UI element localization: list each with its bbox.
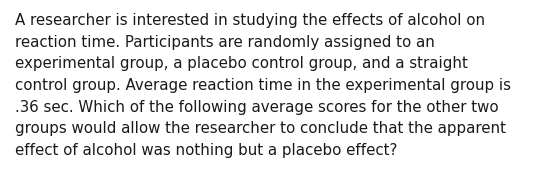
Text: A researcher is interested in studying the effects of alcohol on
reaction time. : A researcher is interested in studying t… — [15, 13, 511, 158]
